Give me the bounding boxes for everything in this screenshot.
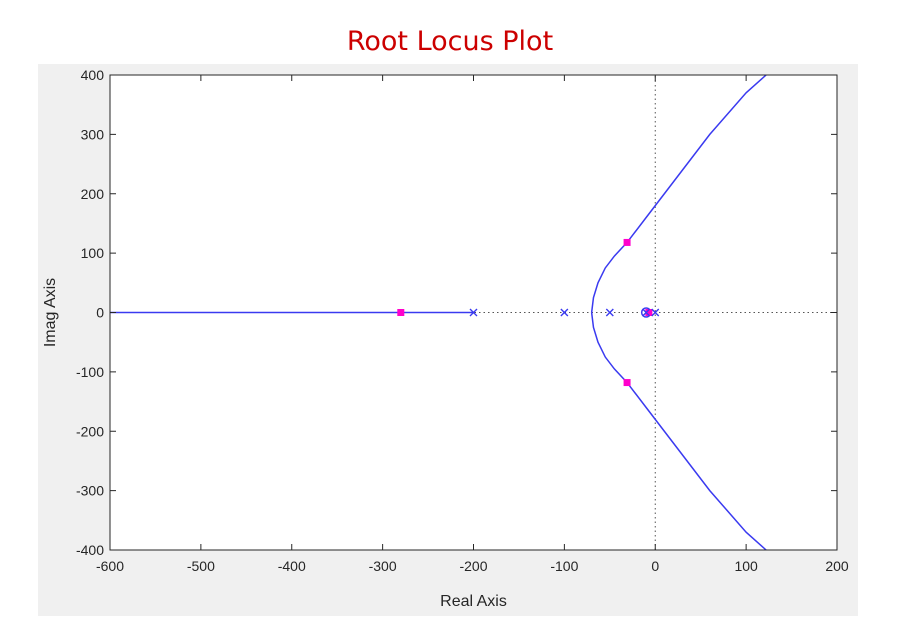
open-loop-pole-3 bbox=[605, 308, 614, 317]
x-tick-label: -400 bbox=[278, 558, 306, 574]
axis-ticks: -600 -500 -400 -300 -200 -100 0 100 200 -400 -300 -… bbox=[76, 67, 849, 574]
root-locus-chart: -600 -500 -400 -300 -200 -100 0 100 200 -400 -300 -… bbox=[42, 67, 849, 610]
y-tick-label: -100 bbox=[76, 364, 104, 380]
y-tick-label: -300 bbox=[76, 483, 104, 499]
open-loop-pole-5 bbox=[651, 308, 660, 317]
x-tick-label: -100 bbox=[550, 558, 578, 574]
x-tick-label: -600 bbox=[96, 558, 124, 574]
open-loop-pole-4 bbox=[642, 308, 651, 317]
pole-zero-markers bbox=[397, 238, 660, 387]
open-loop-pole-2 bbox=[560, 308, 569, 317]
closed-loop-pole-4 bbox=[645, 309, 653, 316]
x-tick-label: 200 bbox=[825, 558, 849, 574]
x-tick-label: -500 bbox=[187, 558, 215, 574]
closed-loop-pole-1 bbox=[397, 309, 405, 316]
y-tick-label: 300 bbox=[81, 126, 105, 142]
x-axis-label: Real Axis bbox=[440, 593, 507, 610]
x-tick-label: -300 bbox=[369, 558, 397, 574]
y-tick-label: 0 bbox=[96, 305, 104, 321]
y-tick-label: -200 bbox=[76, 423, 104, 439]
y-tick-label: 100 bbox=[81, 245, 105, 261]
figure-area: -600 -500 -400 -300 -200 -100 0 100 200 -400 -300 -… bbox=[38, 64, 858, 616]
x-tick-label: -200 bbox=[459, 558, 487, 574]
x-tick-label: 0 bbox=[651, 558, 659, 574]
y-tick-label: 400 bbox=[81, 67, 105, 83]
closed-loop-pole-2 bbox=[623, 238, 631, 246]
closed-loop-pole-3 bbox=[623, 379, 631, 387]
y-axis-label: Imag Axis bbox=[42, 278, 59, 347]
x-tick-label: 100 bbox=[734, 558, 758, 574]
chart-title: Root Locus Plot bbox=[346, 26, 554, 57]
y-tick-label: -400 bbox=[76, 542, 104, 558]
open-loop-pole-1 bbox=[469, 308, 478, 317]
y-tick-label: 200 bbox=[81, 186, 105, 202]
